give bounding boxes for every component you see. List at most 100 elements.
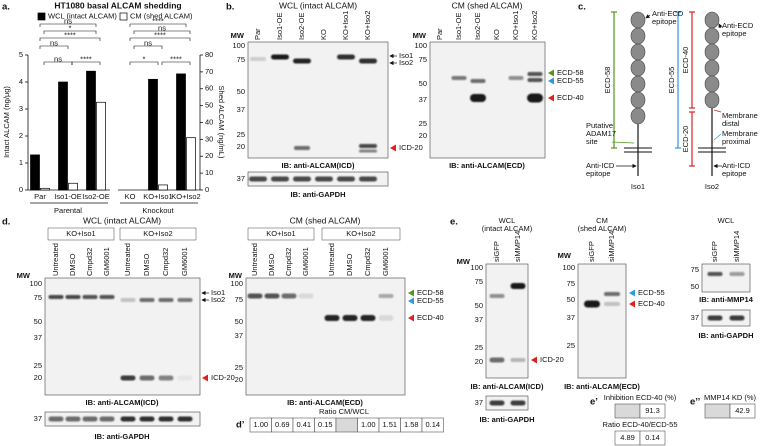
- lane-label: GM6001: [301, 247, 310, 276]
- band: [489, 357, 505, 363]
- band: [359, 176, 377, 182]
- table-value: 0.14: [425, 420, 440, 429]
- x-tick-label: Iso1-OE: [54, 192, 82, 201]
- y2-axis-title: Shed ALCAM (ng/mL): [217, 86, 226, 159]
- table-title: MMP14 KD (%): [704, 393, 757, 402]
- group-label: KO+Iso2: [346, 229, 375, 238]
- band: [65, 416, 81, 422]
- x-tick-label: KO+Iso2: [171, 192, 200, 201]
- lane-label: GM6001: [381, 247, 390, 276]
- region-label: distal: [722, 119, 740, 128]
- band: [360, 315, 376, 321]
- panel-label: b.: [226, 2, 234, 13]
- mw-label: 37: [567, 313, 575, 322]
- mw-label: 25: [235, 363, 243, 372]
- table-value: 91.3: [645, 406, 660, 415]
- legend-swatch: [119, 12, 128, 21]
- ig-domain: [704, 11, 720, 29]
- sig-label: ns: [158, 23, 166, 32]
- bar: [58, 81, 68, 191]
- ib-label: IB: anti-ALCAM(ICD): [471, 382, 544, 391]
- band-label: ICD-20: [399, 143, 423, 152]
- blot: [485, 395, 529, 411]
- rule: [713, 109, 722, 113]
- mw-label: 20: [34, 373, 42, 382]
- sig-label: ****: [154, 30, 166, 39]
- y-axis-title: Intact ALCAM (ng/μg): [2, 86, 11, 158]
- mw-label: 37: [34, 414, 42, 423]
- band: [247, 293, 263, 299]
- sig-bracket: [39, 45, 69, 49]
- band: [510, 283, 526, 289]
- band: [271, 54, 289, 60]
- ig-domain: [630, 75, 646, 93]
- lane-label: KO+Iso1: [511, 11, 520, 40]
- band: [158, 298, 174, 302]
- band: [139, 298, 155, 302]
- bar: [96, 101, 106, 191]
- mw-label: 100: [562, 263, 575, 272]
- ib-label: IB: anti-ALCAM(ECD): [449, 161, 525, 170]
- band: [729, 315, 745, 321]
- arrowhead: [629, 300, 635, 308]
- sig-bracket: [71, 61, 101, 65]
- panel-label: d’: [236, 420, 244, 431]
- mw-label: 37: [691, 313, 699, 322]
- blot-title: WCL (intact ALCAM): [279, 0, 357, 10]
- ig-domain: [704, 43, 720, 61]
- y-tick-label: 5: [19, 50, 23, 59]
- panel-label: d.: [2, 217, 10, 228]
- table-cell: [614, 403, 641, 419]
- bar: [30, 154, 40, 191]
- panel-label: e’: [590, 397, 598, 408]
- band: [707, 315, 723, 321]
- table-value: 1.51: [382, 420, 397, 429]
- region-label: proximal: [722, 137, 751, 146]
- arrowhead: [408, 289, 414, 297]
- lane-label: Cmpd32: [161, 248, 170, 276]
- band-label: ECD-55: [417, 296, 444, 305]
- band-label: ECD-55: [638, 288, 665, 297]
- blot-title: WCL: [499, 216, 516, 225]
- ig-domain: [704, 75, 720, 93]
- sig-bracket: [129, 37, 191, 41]
- sig-label: *: [143, 54, 146, 63]
- bar: [40, 187, 50, 191]
- mw-label: 25: [34, 361, 42, 370]
- band: [707, 272, 723, 276]
- blot-title: CM: [596, 216, 608, 225]
- bar: [148, 78, 158, 191]
- blot: [701, 309, 751, 327]
- sig-label: ns: [50, 38, 58, 47]
- lane-label: Par: [253, 28, 262, 40]
- x-tick-label: Par: [34, 192, 46, 201]
- chart-title: HT1080 basal ALCAM shedding: [54, 0, 181, 10]
- lane-label: GM6001: [180, 247, 189, 276]
- band: [378, 294, 394, 298]
- arrowhead: [548, 77, 554, 85]
- band: [65, 295, 81, 299]
- mw-label: 50: [691, 282, 699, 291]
- lane-label: KO: [492, 29, 501, 40]
- lane-label: Untreated: [123, 243, 132, 276]
- ig-domain: [630, 27, 646, 45]
- mw-title: MW: [229, 271, 243, 280]
- bar: [186, 137, 196, 191]
- arrowhead: [390, 144, 396, 152]
- sig-bracket: [39, 37, 101, 41]
- rule: [718, 23, 723, 29]
- ib-label: IB: anti-ALCAM(ICD): [282, 161, 355, 170]
- y2-tick-label: 70: [205, 67, 213, 76]
- arrowhead: [548, 69, 554, 77]
- lane-label: siGFP: [492, 241, 501, 262]
- band: [604, 302, 620, 306]
- rule: [645, 14, 651, 19]
- band: [510, 400, 526, 406]
- domain-label: ECD-40: [681, 47, 690, 74]
- band: [359, 58, 377, 64]
- band-label: Iso2: [211, 295, 225, 304]
- mw-label: 75: [691, 265, 699, 274]
- band-label: Iso2: [399, 58, 413, 67]
- lane-label: DMSO: [68, 253, 77, 276]
